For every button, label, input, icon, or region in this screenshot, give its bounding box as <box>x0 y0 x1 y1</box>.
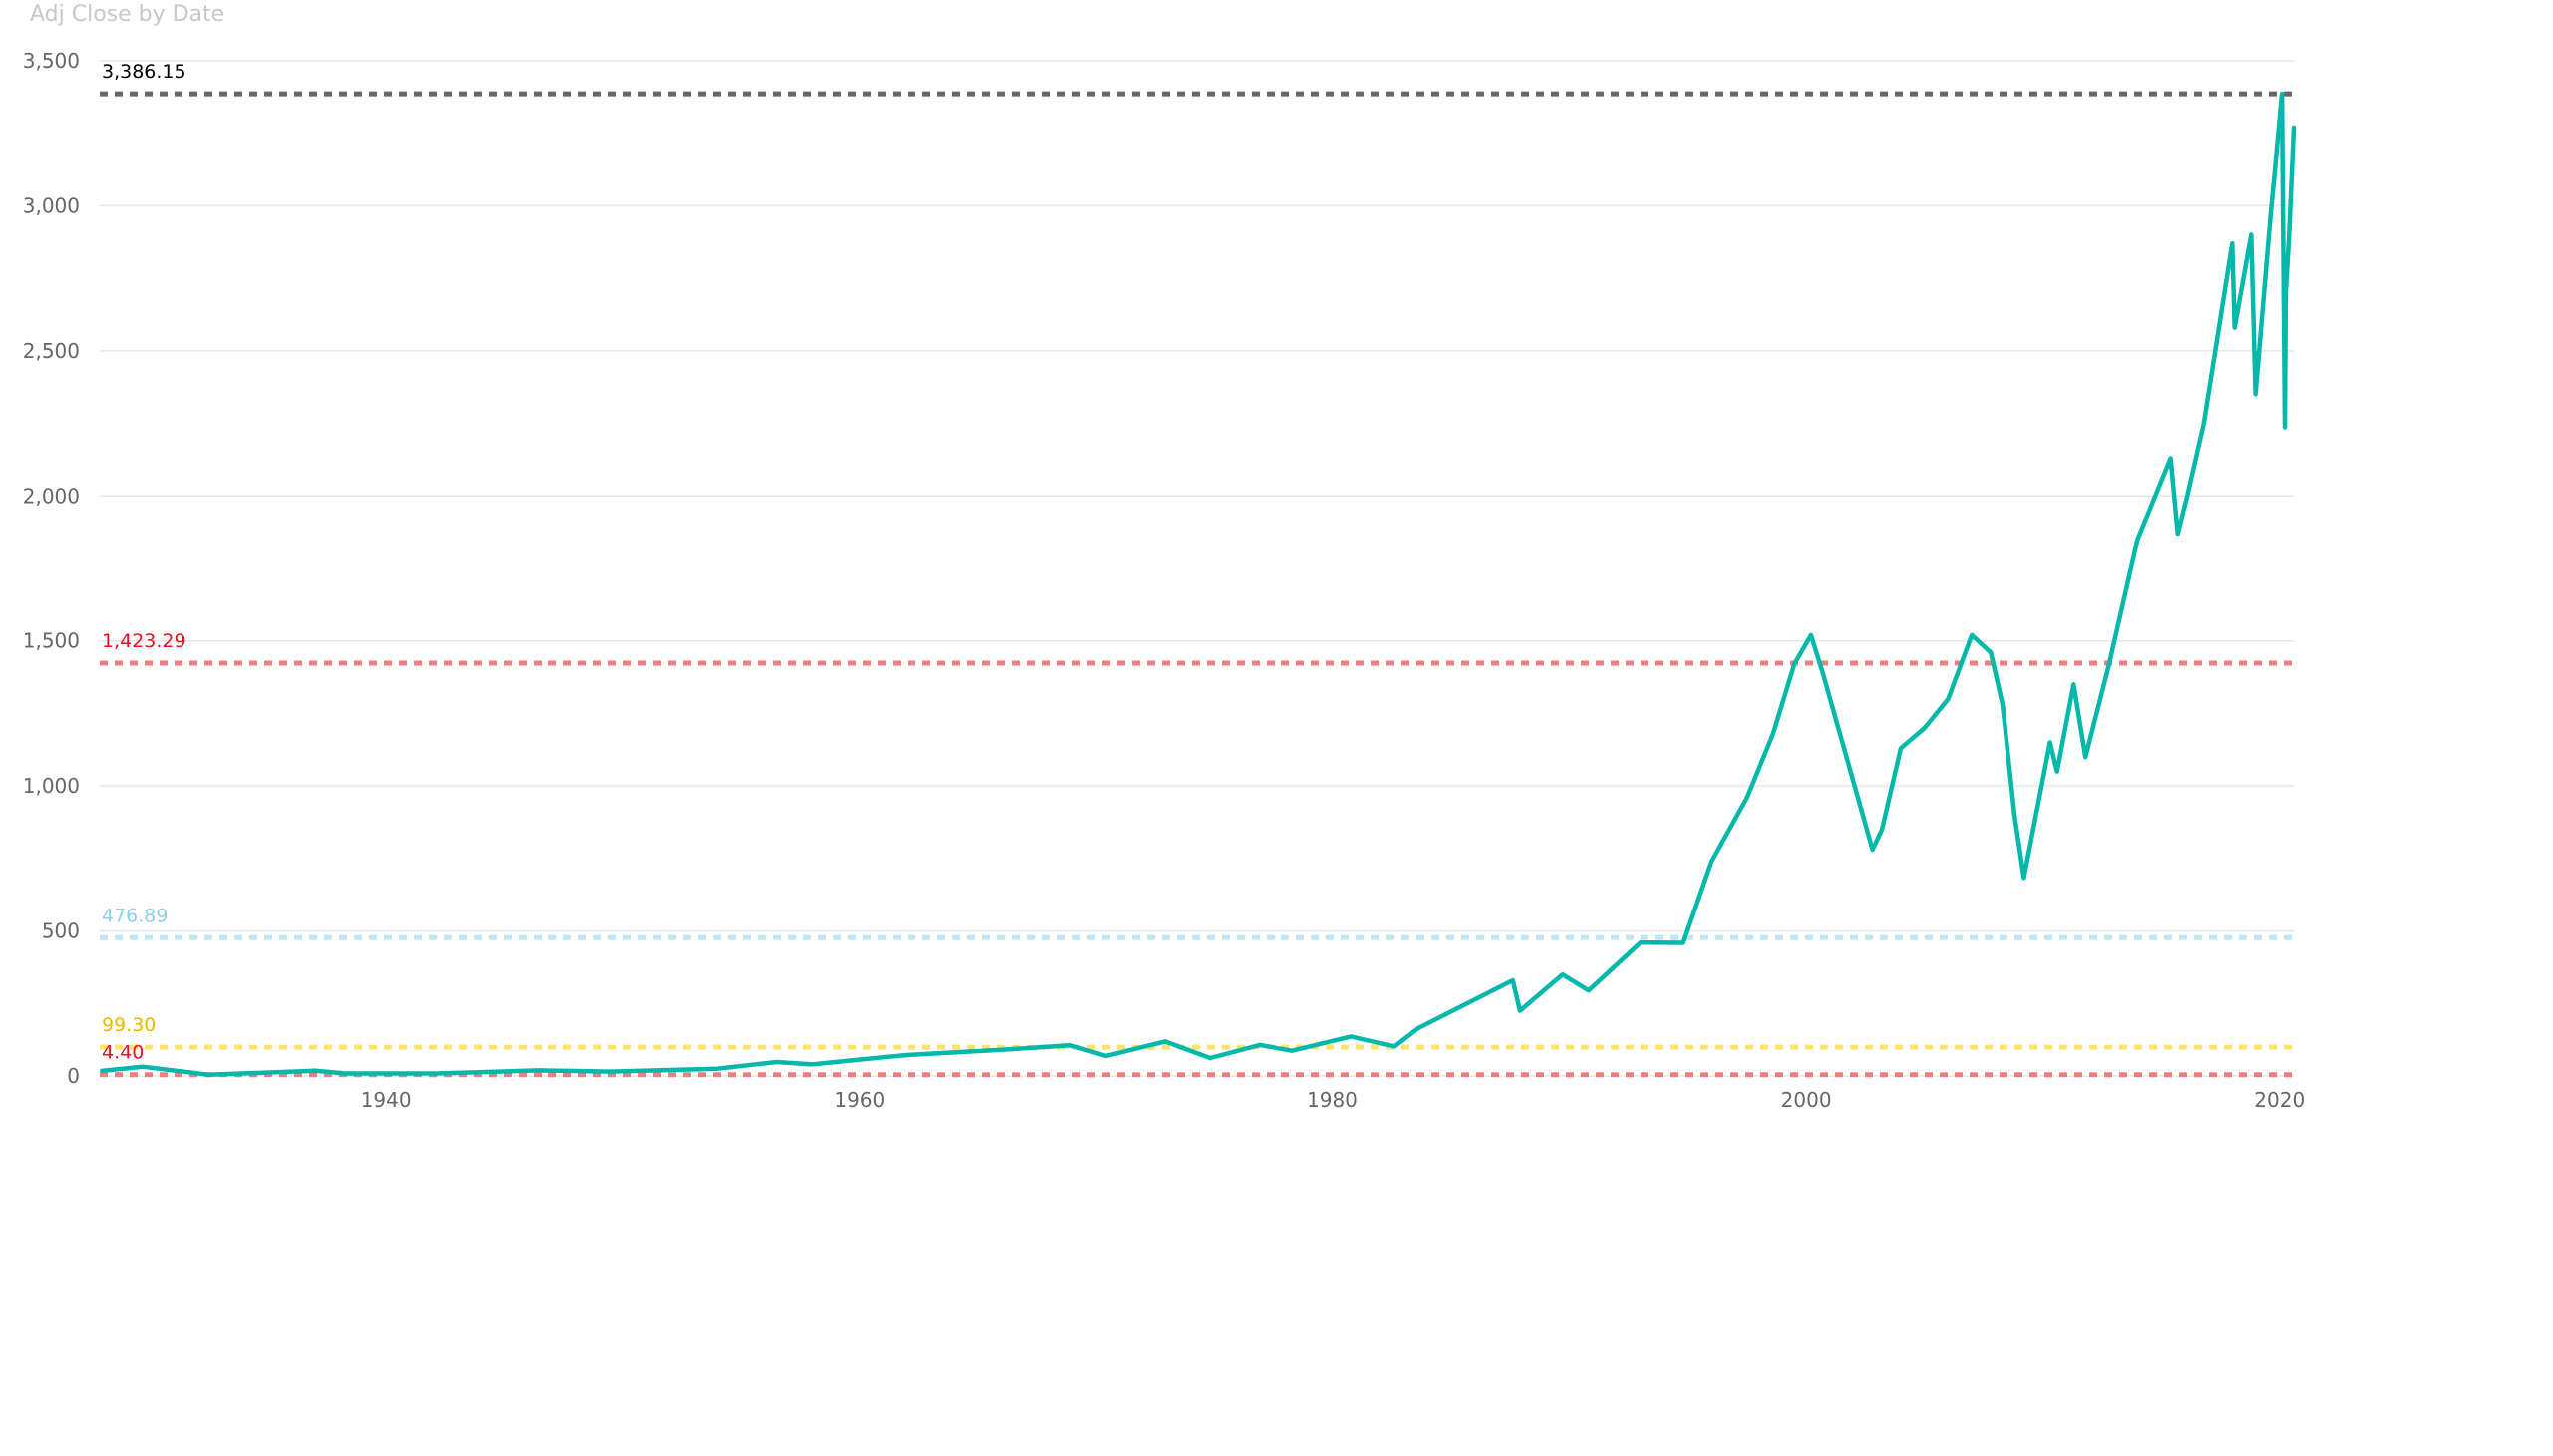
y-tick-label: 2,500 <box>23 339 80 363</box>
reference-line-label: 3,386.15 <box>102 61 186 83</box>
y-tick-label: 3,000 <box>23 193 80 217</box>
y-tick-label: 2,000 <box>23 484 80 508</box>
reference-line-label: 4.40 <box>102 1042 144 1064</box>
reference-line-label: 1,423.29 <box>102 630 186 652</box>
y-tick-label: 1,500 <box>23 629 80 653</box>
x-tick-label: 2020 <box>2254 1088 2305 1112</box>
y-tick-label: 1,000 <box>23 774 80 798</box>
reference-line-label: 99.30 <box>102 1014 156 1036</box>
x-tick-label: 1980 <box>1307 1088 1358 1112</box>
y-tick-label: 0 <box>67 1064 80 1088</box>
x-tick-label: 1960 <box>834 1088 885 1112</box>
x-tick-label: 2000 <box>1781 1088 1832 1112</box>
y-tick-label: 500 <box>42 919 80 943</box>
series-line <box>100 91 2297 1077</box>
chart-title: Adj Close by Date <box>30 2 225 27</box>
x-tick-label: 1940 <box>361 1088 412 1112</box>
y-tick-label: 3,500 <box>23 49 80 73</box>
reference-line-label: 476.89 <box>102 905 168 926</box>
